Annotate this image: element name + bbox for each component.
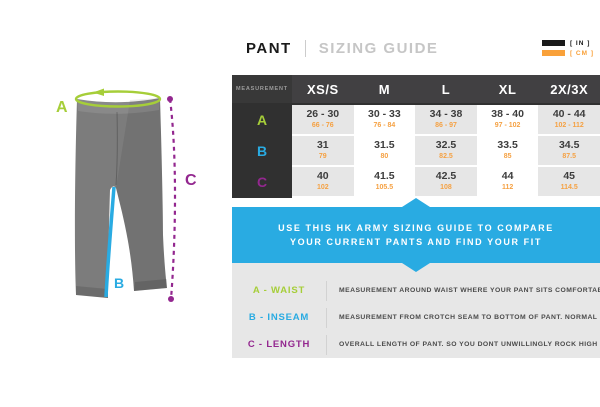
- table-cell: 34.5 87.5: [538, 136, 600, 167]
- sizing-table: MEASUREMENT XS/S M L XL 2X/3X A 26 - 30 …: [232, 75, 600, 198]
- measurement-definitions: A - WAIST MEASUREMENT AROUND WAIST WHERE…: [232, 263, 600, 358]
- value-inches: 38 - 40: [491, 108, 524, 121]
- value-inches: 33.5: [497, 139, 518, 152]
- length-measure-line: [167, 96, 177, 302]
- definition-text: MEASUREMENT AROUND WAIST WHERE YOUR PANT…: [326, 280, 600, 301]
- page-subtitle: SIZING GUIDE: [318, 39, 439, 57]
- value-cm: 112: [501, 183, 514, 191]
- value-cm: 82.5: [439, 152, 453, 160]
- table-cell: 32.5 82.5: [415, 136, 477, 167]
- header: PANT SIZING GUIDE [ IN ] [ CM ]: [232, 34, 600, 62]
- definition-label: B - INSEAM: [248, 312, 310, 323]
- banner-text-line2: YOUR CURRENT PANTS AND FIND YOUR FIT: [290, 237, 542, 247]
- definition-text: OVERALL LENGTH OF PANT. SO YOU DONT UNWI…: [326, 334, 600, 355]
- row-label-c: C: [232, 167, 292, 198]
- value-cm: 102: [316, 183, 329, 191]
- right-cuff: [134, 279, 167, 291]
- diagram-label-waist: A: [56, 99, 68, 116]
- definition-text: MEASUREMENT FROM CROTCH SEAM TO BOTTOM O…: [326, 307, 600, 328]
- table-cell: 38 - 40 97 - 102: [476, 105, 539, 136]
- table-cell: 45 114.5: [538, 167, 600, 198]
- centimeters-label: [ CM ]: [569, 49, 594, 57]
- column-header-xss: XS/S: [292, 75, 354, 105]
- value-cm: 66 - 76: [311, 121, 334, 129]
- value-cm: 87.5: [562, 152, 576, 160]
- value-inches: 31.5: [374, 139, 395, 152]
- column-header-2x3x: 2X/3X: [538, 75, 600, 105]
- definition-length: C - LENGTH OVERALL LENGTH OF PANT. SO YO…: [232, 331, 600, 358]
- value-cm: 105.5: [375, 183, 394, 191]
- diagram-label-inseam: B: [114, 275, 124, 291]
- table-cell: 44 112: [476, 167, 539, 198]
- legend-inches: [ IN ]: [541, 39, 594, 47]
- inches-label: [ IN ]: [569, 39, 591, 47]
- table-cell: 30 - 33 76 - 84: [353, 105, 416, 136]
- value-cm: 85: [503, 152, 512, 160]
- header-divider: [304, 39, 306, 57]
- value-cm: 108: [440, 183, 452, 191]
- table-cell: 34 - 38 86 - 97: [415, 105, 477, 136]
- centimeters-swatch-icon: [541, 50, 565, 56]
- fly-seam: [115, 111, 118, 186]
- pants-diagram: A B C: [56, 88, 197, 302]
- row-label-b: B: [232, 136, 292, 167]
- value-inches: 30 - 33: [368, 108, 401, 121]
- table-cell: 40 102: [292, 167, 354, 198]
- definition-waist: A - WAIST MEASUREMENT AROUND WAIST WHERE…: [232, 277, 600, 304]
- value-inches: 40: [316, 170, 329, 183]
- pants-illustration: [74, 98, 167, 298]
- left-cuff: [76, 286, 108, 298]
- inseam-measure-line: [104, 186, 116, 298]
- banner-text-line1: USE THIS HK ARMY SIZING GUIDE TO COMPARE: [278, 223, 554, 233]
- pants-shade: [116, 98, 167, 291]
- definition-label: C - LENGTH: [247, 339, 311, 350]
- value-cm: 102 - 112: [554, 121, 584, 129]
- value-inches: 45: [563, 170, 576, 183]
- value-cm: 86 - 97: [435, 121, 457, 129]
- units-legend: [ IN ] [ CM ]: [541, 39, 594, 57]
- row-label-a: A: [232, 105, 292, 136]
- value-inches: 31: [316, 139, 329, 152]
- waist-measure-ellipse: [74, 88, 162, 108]
- table-cell: 31.5 80: [353, 136, 416, 167]
- table-cell: 33.5 85: [476, 136, 539, 167]
- table-cell: 42.5 108: [415, 167, 477, 198]
- value-inches: 32.5: [435, 139, 457, 152]
- column-header-xl: XL: [476, 75, 539, 105]
- column-header-m: M: [353, 75, 416, 105]
- value-cm: 79: [318, 152, 327, 160]
- info-banner: USE THIS HK ARMY SIZING GUIDE TO COMPARE…: [232, 207, 600, 263]
- pants-shape: [74, 98, 167, 298]
- value-cm: 76 - 84: [373, 121, 396, 129]
- value-cm: 114.5: [560, 183, 578, 191]
- table-cell: 40 - 44 102 - 112: [538, 105, 600, 136]
- table-cell: 41.5 105.5: [353, 167, 416, 198]
- waist-arrow-icon: [93, 88, 104, 96]
- page-title: PANT: [246, 39, 292, 57]
- value-inches: 41.5: [374, 170, 395, 183]
- column-header-measurement: MEASUREMENT: [232, 75, 292, 105]
- value-cm: 80: [380, 152, 389, 160]
- value-cm: 97 - 102: [494, 121, 521, 129]
- definition-inseam: B - INSEAM MEASUREMENT FROM CROTCH SEAM …: [232, 304, 600, 331]
- table-cell: 31 79: [292, 136, 354, 167]
- definition-label: A - WAIST: [252, 285, 306, 296]
- value-inches: 34 - 38: [429, 108, 463, 121]
- value-inches: 42.5: [435, 170, 457, 183]
- diagram-label-length: C: [185, 172, 197, 189]
- column-header-l: L: [415, 75, 477, 105]
- value-inches: 40 - 44: [552, 108, 586, 121]
- legend-centimeters: [ CM ]: [541, 49, 594, 57]
- inches-swatch-icon: [541, 40, 565, 46]
- value-inches: 26 - 30: [306, 108, 340, 121]
- value-inches: 44: [501, 170, 514, 183]
- value-inches: 34.5: [558, 139, 580, 152]
- table-cell: 26 - 30 66 - 76: [292, 105, 354, 136]
